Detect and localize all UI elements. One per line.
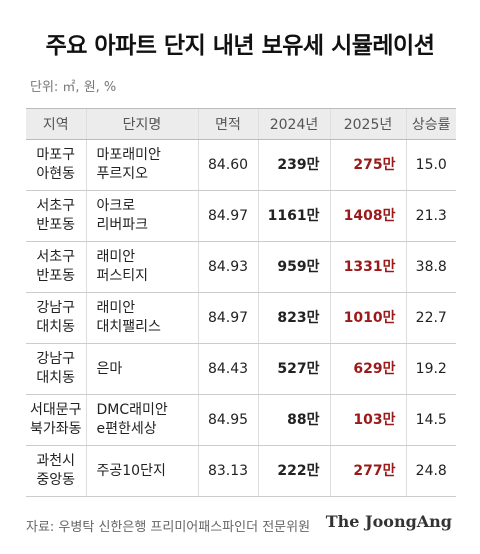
cell-tax-2025: 1010만	[329, 292, 406, 344]
region-dong: 아현동	[36, 166, 76, 182]
complex-name-line1: 은마	[96, 360, 123, 377]
complex-name-line1: 마포래미안	[96, 147, 161, 163]
cell-rate: 15.0	[405, 139, 456, 191]
cell-complex-name: DMC래미안 e편한세상	[85, 394, 198, 446]
cell-area: 84.95	[197, 394, 258, 446]
publisher-logo: The JoongAng	[325, 512, 452, 531]
cell-tax-2024: 1161만	[257, 190, 330, 242]
complex-name-line1: 아크로	[96, 198, 136, 214]
region-dong: 북가좌동	[29, 421, 82, 437]
cell-area: 84.93	[197, 241, 258, 293]
table-row: 강남구 대치동 래미안 대치팰리스 84.97 823만 1010만 22.7	[26, 292, 456, 344]
cell-tax-2024: 959만	[257, 241, 330, 293]
cell-rate: 21.3	[405, 190, 456, 242]
cell-complex-name: 주공10단지	[85, 445, 198, 497]
region-dong: 반포동	[36, 217, 76, 233]
region-dong: 중앙동	[36, 472, 76, 488]
complex-name-line2: 대치팰리스	[96, 319, 161, 335]
cell-complex-name: 은마	[85, 343, 198, 395]
table-row: 서초구 반포동 래미안 퍼스티지 84.93 959만 1331만 38.8	[26, 241, 456, 293]
region-dong: 대치동	[36, 319, 76, 335]
cell-rate: 14.5	[405, 394, 456, 446]
region-district: 마포구	[36, 147, 76, 163]
source-note: 자료: 우병탁 신한은행 프리미어패스파인더 전문위원	[26, 520, 311, 535]
complex-name-line2: 리버파크	[96, 217, 149, 233]
table-row: 서초구 반포동 아크로 리버파크 84.97 1161만 1408만 21.3	[26, 190, 456, 242]
cell-tax-2025: 629만	[329, 343, 406, 395]
cell-rate: 19.2	[405, 343, 456, 395]
cell-rate: 38.8	[405, 241, 456, 293]
complex-name-line2: e편한세상	[96, 421, 157, 437]
cell-tax-2024: 527만	[257, 343, 330, 395]
header-name: 단지명	[85, 108, 198, 140]
complex-name-line1: 래미안	[96, 300, 136, 316]
cell-tax-2024: 222만	[257, 445, 330, 497]
cell-tax-2025: 1408만	[329, 190, 406, 242]
header-area: 면적	[197, 108, 258, 140]
region-dong: 반포동	[36, 268, 76, 284]
cell-rate: 24.8	[405, 445, 456, 497]
cell-tax-2024: 239만	[257, 139, 330, 191]
cell-tax-2024: 823만	[257, 292, 330, 344]
tax-table: 지역 단지명 면적 2024년 2025년 상승률 마포구 아현동 마포래미안 푸르지…	[26, 108, 456, 497]
cell-tax-2025: 103만	[329, 394, 406, 446]
table-header-row: 지역 단지명 면적 2024년 2025년 상승률	[26, 108, 456, 140]
complex-name-line2: 푸르지오	[96, 166, 149, 182]
unit-label: 단위: ㎡, 원, %	[30, 80, 117, 95]
region-district: 강남구	[36, 300, 76, 316]
region-district: 강남구	[36, 351, 76, 367]
complex-name-line1: 래미안	[96, 249, 136, 265]
table-row: 마포구 아현동 마포래미안 푸르지오 84.60 239만 275만 15.0	[26, 139, 456, 191]
header-region: 지역	[26, 108, 86, 140]
cell-area: 83.13	[197, 445, 258, 497]
complex-name-line1: DMC래미안	[96, 402, 168, 418]
complex-name-line1: 주공10단지	[96, 462, 166, 479]
page-title: 주요 아파트 단지 내년 보유세 시뮬레이션	[45, 33, 435, 59]
complex-name-line2: 퍼스티지	[96, 268, 149, 284]
cell-area: 84.60	[197, 139, 258, 191]
cell-area: 84.97	[197, 292, 258, 344]
cell-tax-2025: 277만	[329, 445, 406, 497]
cell-tax-2025: 1331만	[329, 241, 406, 293]
cell-tax-2024: 88만	[257, 394, 330, 446]
header-2024: 2024년	[257, 108, 330, 140]
region-dong: 대치동	[36, 370, 76, 386]
header-rate: 상승률	[405, 108, 456, 140]
region-district: 서초구	[36, 249, 76, 265]
region-district: 서대문구	[29, 402, 82, 418]
cell-tax-2025: 275만	[329, 139, 406, 191]
cell-area: 84.43	[197, 343, 258, 395]
region-district: 과천시	[36, 453, 76, 469]
region-district: 서초구	[36, 198, 76, 214]
cell-area: 84.97	[197, 190, 258, 242]
cell-rate: 22.7	[405, 292, 456, 344]
header-2025: 2025년	[329, 108, 406, 140]
